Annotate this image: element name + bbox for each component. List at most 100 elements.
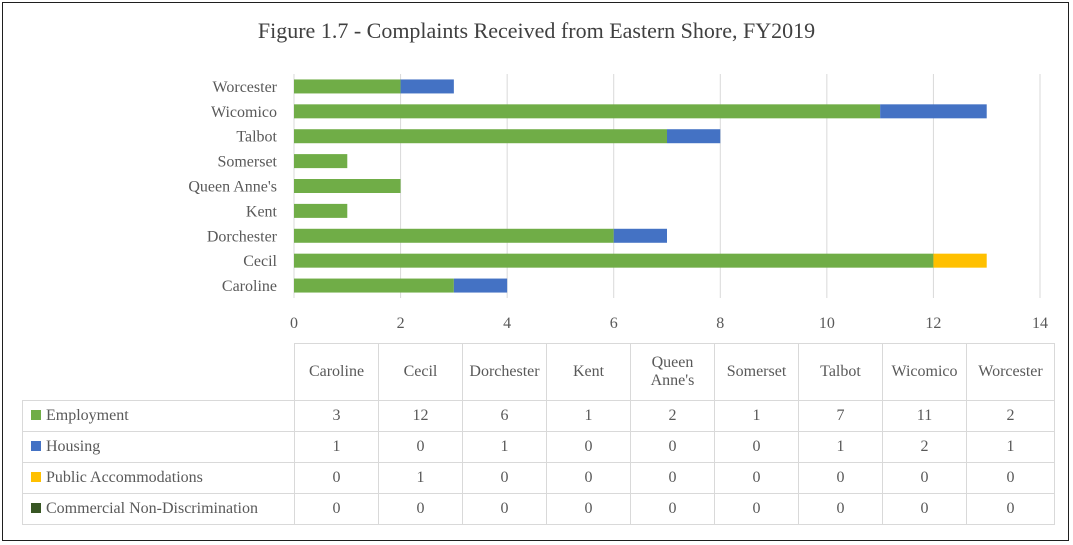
legend-color-key	[31, 503, 41, 514]
table-cell: 2	[630, 400, 715, 432]
table-column-header: Wicomico	[882, 343, 967, 401]
table-cell: 1	[294, 431, 379, 463]
x-tick-label: 4	[503, 315, 511, 332]
table-cell: 0	[378, 431, 463, 463]
data-table: Caroline Cecil Dorchester Kent Queen Anne's S…	[22, 343, 1055, 525]
table-cell: 0	[294, 462, 379, 494]
table-cell: 0	[294, 493, 379, 525]
bar-plot-area: 0 2 4 6 8 10 12 14 Caroline Cecil Dorchester Kent Qu…	[188, 74, 1048, 332]
table-cell: 0	[546, 462, 631, 494]
bar-housing	[453, 278, 508, 293]
table-column-header: Queen Anne's	[630, 343, 715, 401]
bar-housing	[613, 228, 667, 243]
bar-employment	[294, 104, 881, 119]
table-cell: 11	[882, 400, 967, 432]
x-tick-label: 2	[397, 315, 405, 332]
bar-employment	[294, 228, 614, 243]
table-cell: 12	[378, 400, 463, 432]
table-cell: 7	[798, 400, 883, 432]
table-corner	[22, 343, 295, 401]
table-cell: 0	[882, 493, 967, 525]
legend-entry: Employment	[22, 400, 295, 432]
x-tick-label: 12	[925, 315, 941, 332]
table-cell: 0	[630, 431, 715, 463]
x-tick-label: 0	[290, 315, 298, 332]
column-header-label: Kent	[572, 363, 605, 380]
table-cell: 2	[882, 431, 967, 463]
table-column-header: Talbot	[798, 343, 883, 401]
table-cell: 0	[546, 493, 631, 525]
table-cell: 2	[966, 400, 1055, 432]
table-column-header: Dorchester	[462, 343, 547, 401]
column-header-label: Queen Anne's	[650, 354, 695, 389]
y-tick-label: Wicomico	[211, 104, 277, 121]
table-column-header: Worcester	[966, 343, 1055, 401]
bar-public-accommodations	[933, 253, 987, 268]
table-cell: 6	[462, 400, 547, 432]
table-column-header: Kent	[546, 343, 631, 401]
y-tick-label: Kent	[246, 203, 278, 220]
column-header-label: Somerset	[726, 363, 787, 380]
legend-series-name: Housing	[46, 438, 101, 455]
column-header-label: Cecil	[403, 363, 438, 380]
table-cell: 1	[462, 431, 547, 463]
table-cell: 0	[798, 462, 883, 494]
bar-employment	[294, 278, 454, 293]
column-header-label: Dorchester	[469, 363, 540, 380]
table-cell: 1	[546, 400, 631, 432]
table-row: Commercial Non-Discrimination 0 0 0 0 0 0 0 0 0	[22, 493, 1055, 525]
x-tick-label: 6	[610, 315, 618, 332]
bar-housing	[880, 104, 987, 119]
y-tick-label: Cecil	[243, 253, 277, 270]
table-cell: 0	[714, 431, 799, 463]
table-cell: 0	[630, 493, 715, 525]
legend-color-key	[31, 472, 41, 483]
table-cell: 1	[966, 431, 1055, 463]
chart-title: Figure 1.7 - Complaints Received from Ea…	[257, 18, 816, 43]
legend-series-name: Public Accommodations	[46, 469, 203, 486]
column-header-label: Talbot	[820, 363, 861, 380]
table-cell: 0	[882, 462, 967, 494]
table-row: Housing 1 0 1 0 0 0 1 2 1	[22, 431, 1055, 463]
table-cell: 0	[546, 431, 631, 463]
table-column-header: Caroline	[294, 343, 379, 401]
table-cell: 0	[714, 493, 799, 525]
bar-housing	[667, 129, 721, 144]
bar-employment	[294, 179, 401, 193]
table-cell: 1	[798, 431, 883, 463]
column-header-label: Caroline	[308, 363, 365, 380]
y-tick-label: Caroline	[222, 278, 277, 295]
x-tick-label: 10	[819, 315, 835, 332]
table-row: Public Accommodations 0 1 0 0 0 0 0 0 0	[22, 462, 1055, 494]
table-cell: 0	[966, 462, 1055, 494]
legend-entry: Housing	[22, 431, 295, 463]
table-column-header: Cecil	[378, 343, 463, 401]
y-tick-label: Somerset	[217, 154, 277, 171]
y-tick-label: Dorchester	[207, 228, 278, 245]
legend-color-key	[31, 441, 41, 452]
table-row: Employment 3 12 6 1 2 1 7 11 2	[22, 400, 1055, 432]
y-tick-label: Queen Anne's	[188, 179, 277, 196]
table-cell: 0	[798, 493, 883, 525]
table-cell: 0	[462, 462, 547, 494]
legend-series-name: Employment	[46, 407, 129, 424]
bar-housing	[400, 79, 454, 94]
y-tick-label: Talbot	[236, 129, 277, 146]
table-cell: 0	[630, 462, 715, 494]
y-tick-label: Worcester	[213, 79, 278, 96]
legend-color-key	[31, 410, 41, 421]
legend-entry: Commercial Non-Discrimination	[22, 493, 295, 525]
table-cell: 0	[966, 493, 1055, 525]
x-tick-label: 8	[716, 315, 724, 332]
table-cell: 1	[714, 400, 799, 432]
legend-entry: Public Accommodations	[22, 462, 295, 494]
table-column-header: Somerset	[714, 343, 799, 401]
bar-employment	[294, 203, 348, 218]
bar-employment	[294, 154, 348, 169]
table-cell: 3	[294, 400, 379, 432]
table-cell: 0	[378, 493, 463, 525]
legend-series-name: Commercial Non-Discrimination	[46, 500, 258, 517]
column-header-label: Wicomico	[891, 363, 958, 380]
table-cell: 0	[714, 462, 799, 494]
table-cell: 1	[378, 462, 463, 494]
